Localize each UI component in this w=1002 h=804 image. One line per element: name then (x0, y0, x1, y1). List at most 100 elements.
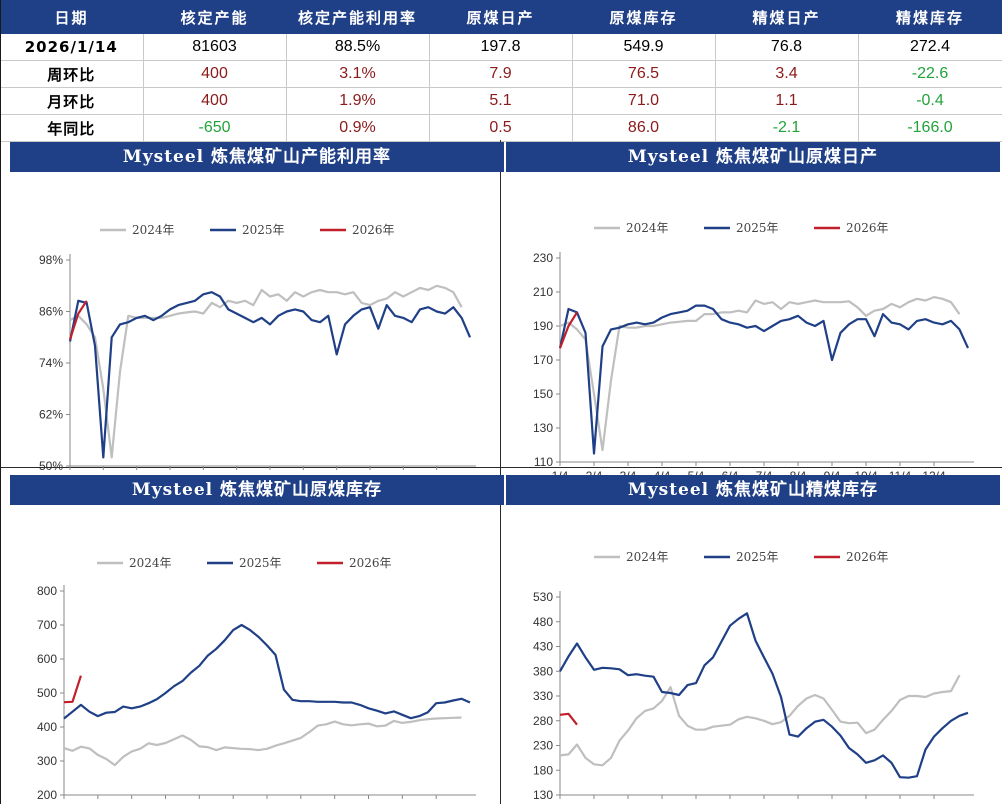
table-cell: 1.1 (715, 87, 859, 115)
row-label: 年同比 (0, 114, 144, 142)
row-label: 周环比 (0, 60, 144, 88)
legend-label: 2026年 (352, 223, 395, 237)
x-tick-label: 12/4 (424, 802, 448, 803)
y-tick-label: 400 (37, 720, 57, 734)
x-tick-label: 3/4 (123, 802, 140, 803)
y-tick-label: 62% (39, 408, 63, 422)
x-tick-label: 9/4 (326, 802, 343, 803)
row-label: 2026/1/14 (0, 34, 144, 61)
y-tick-label: 200 (37, 788, 57, 802)
x-tick-label: 2/4 (586, 802, 603, 803)
table-row: 周环比 400 3.1% 7.9 76.5 3.4 -22.6 (0, 60, 1002, 88)
y-tick-label: 280 (533, 714, 553, 728)
column-header: 核定产能利用率 (286, 0, 429, 34)
x-tick-label: 10/4 (357, 802, 381, 803)
frame-left-border (0, 0, 1, 804)
chart-panel-utilization: Mysteel 炼焦煤矿山产能利用率 50%62%74%86%98%1/42/4… (10, 142, 504, 492)
series-line-2024年 (559, 674, 961, 767)
table-cell: 5.1 (429, 87, 573, 115)
table-cell: -22.6 (858, 60, 1002, 88)
table-cell: 71.0 (572, 87, 716, 115)
y-tick-label: 130 (533, 421, 553, 435)
table-cell: 76.8 (715, 34, 859, 61)
column-header: 原煤日产 (429, 0, 572, 34)
legend-label: 2024年 (626, 550, 669, 564)
y-tick-label: 700 (37, 618, 57, 632)
chart-title: Mysteel 炼焦煤矿山产能利用率 (10, 142, 504, 172)
series-line-2025年 (559, 612, 969, 779)
x-tick-label: 9/4 (824, 802, 841, 803)
y-tick-label: 330 (533, 689, 553, 703)
y-tick-label: 530 (533, 590, 553, 604)
series-line-2026年 (559, 712, 578, 726)
table-cell: 400 (143, 60, 287, 88)
column-header: 核定产能 (143, 0, 286, 34)
summary-table-container: 日期 核定产能 核定产能利用率 原煤日产 原煤库存 精煤日产 精煤库存 2026… (0, 0, 1002, 142)
y-tick-label: 800 (37, 584, 57, 598)
table-cell: 272.4 (858, 34, 1002, 61)
y-tick-label: 170 (533, 353, 553, 367)
table-cell: 7.9 (429, 60, 573, 88)
table-cell: 549.9 (572, 34, 716, 61)
table-cell: -650 (143, 114, 287, 142)
chart-title: Mysteel 炼焦煤矿山原煤日产 (506, 142, 1000, 172)
chart-panel-raw-output: Mysteel 炼焦煤矿山原煤日产 1101301501701902102301… (506, 142, 1000, 492)
table-cell: 0.9% (286, 114, 430, 142)
chart-clean-coal-inventory: 130 180 230 280 330 380 430 480 530 1/4 2/4 3/4 4/4 5… (533, 550, 974, 803)
table-cell: -2.1 (715, 114, 859, 142)
column-header: 精煤库存 (858, 0, 1002, 34)
row-label: 月环比 (0, 87, 144, 115)
table-cell: 1.9% (286, 87, 430, 115)
legend-label: 2025年 (736, 221, 779, 235)
table-cell: 86.0 (572, 114, 716, 142)
x-tick-label: 10/4 (854, 802, 878, 803)
x-tick-label: 5/4 (688, 802, 705, 803)
x-tick-label: 12/4 (922, 802, 946, 803)
y-tick-label: 380 (533, 664, 553, 678)
table-cell: 81603 (143, 34, 287, 61)
y-tick-label: 180 (533, 763, 553, 777)
series-line-2024年 (69, 284, 463, 459)
x-tick-label: 11/4 (391, 802, 414, 803)
frame-center-divider (500, 140, 501, 804)
legend-label: 2026年 (846, 550, 889, 564)
series-line-2025年 (68, 291, 472, 459)
chart-raw-coal-output: 1101301501701902102301/42/43/44/45/46/47… (533, 221, 974, 483)
column-header: 精煤日产 (715, 0, 858, 34)
table-cell: -0.4 (858, 87, 1002, 115)
x-tick-label: 11/4 (889, 802, 912, 803)
y-tick-label: 130 (533, 788, 553, 802)
chart-panel-raw-inventory: Mysteel 炼焦煤矿山原煤库存 200 300 400 500 600 700 800 1… (10, 475, 504, 803)
x-tick-label: 5/4 (191, 802, 208, 803)
y-tick-label: 500 (37, 686, 57, 700)
table-header-row: 日期 核定产能 核定产能利用率 原煤日产 原煤库存 精煤日产 精煤库存 (0, 0, 1002, 34)
x-tick-label: 7/4 (259, 802, 276, 803)
y-tick-label: 300 (37, 754, 57, 768)
table-cell: 3.4 (715, 60, 859, 88)
x-tick-label: 2/4 (89, 802, 106, 803)
x-tick-label: 8/4 (292, 802, 309, 803)
legend-label: 2026年 (349, 556, 392, 570)
x-tick-label: 1/4 (552, 802, 569, 803)
chart-raw-coal-inventory: 200 300 400 500 600 700 800 1/4 2/4 3/4 4/4 5/4 6/4 7… (37, 556, 476, 803)
y-tick-label: 98% (39, 253, 63, 267)
table-cell: 400 (143, 87, 287, 115)
legend-label: 2025年 (239, 556, 282, 570)
table-cell: 197.8 (429, 34, 573, 61)
table-cell: -166.0 (858, 114, 1002, 142)
frame-row-divider (0, 467, 1002, 468)
table-row: 年同比 -650 0.9% 0.5 86.0 -2.1 -166.0 (0, 114, 1002, 142)
series-line-2026年 (558, 311, 578, 349)
table-row: 2026/1/14 81603 88.5% 197.8 549.9 76.8 2… (0, 34, 1002, 61)
chart-title: Mysteel 炼焦煤矿山原煤库存 (10, 475, 504, 505)
y-tick-label: 150 (533, 387, 553, 401)
series-line-2025年 (558, 304, 970, 455)
y-tick-label: 190 (533, 319, 553, 333)
column-header: 日期 (0, 0, 143, 34)
y-tick-label: 110 (534, 455, 553, 469)
column-header: 原煤库存 (572, 0, 715, 34)
legend-label: 2025年 (736, 550, 779, 564)
series-line-2025年 (63, 623, 471, 720)
y-tick-label: 230 (533, 251, 553, 265)
x-tick-label: 7/4 (756, 802, 773, 803)
